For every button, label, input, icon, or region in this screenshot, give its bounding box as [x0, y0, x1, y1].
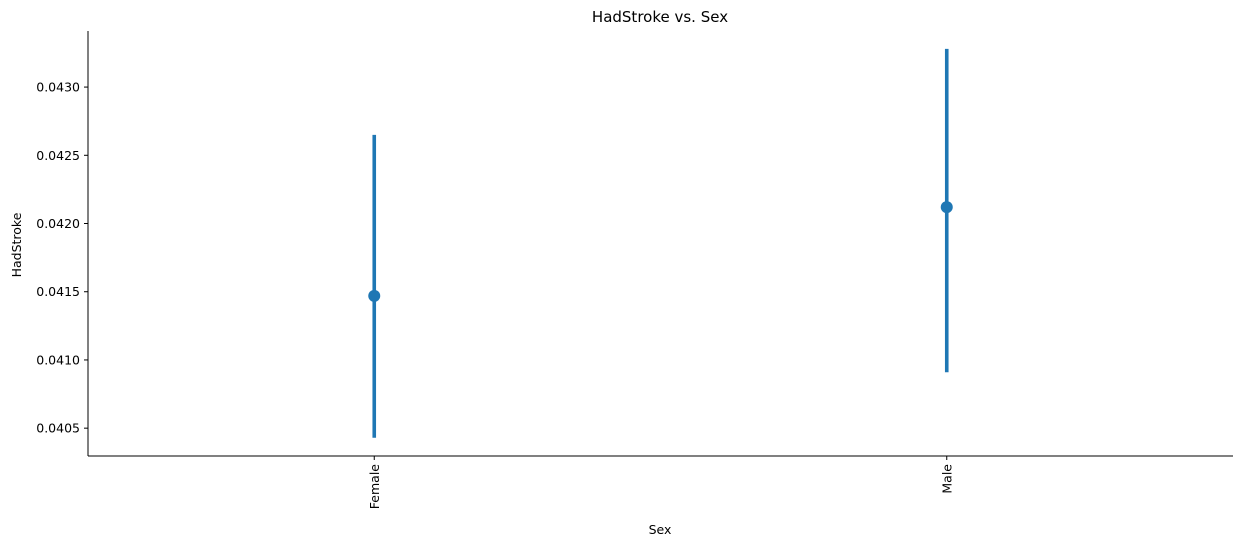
plot-area [368, 48, 953, 438]
y-tick-label: 0.0405 [36, 421, 80, 436]
y-tick-label: 0.0425 [36, 148, 80, 163]
x-axis-label: Sex [649, 522, 672, 537]
point-estimate [940, 201, 953, 214]
y-tick-label: 0.0415 [36, 284, 80, 299]
x-tick-label: Female [367, 464, 382, 510]
y-axis-label: HadStroke [9, 212, 24, 277]
y-tick-label: 0.0410 [36, 352, 80, 367]
x-tick-label: Male [939, 464, 954, 494]
y-axis-ticks: 0.0405 0.0410 0.0415 0.0420 0.0425 0.0430 [36, 80, 88, 436]
chart-title: HadStroke vs. Sex [592, 8, 728, 26]
x-axis-ticks: Female Male [367, 456, 954, 510]
y-tick-label: 0.0430 [36, 80, 80, 95]
point-estimate [368, 289, 381, 302]
y-tick-label: 0.0420 [36, 216, 80, 231]
